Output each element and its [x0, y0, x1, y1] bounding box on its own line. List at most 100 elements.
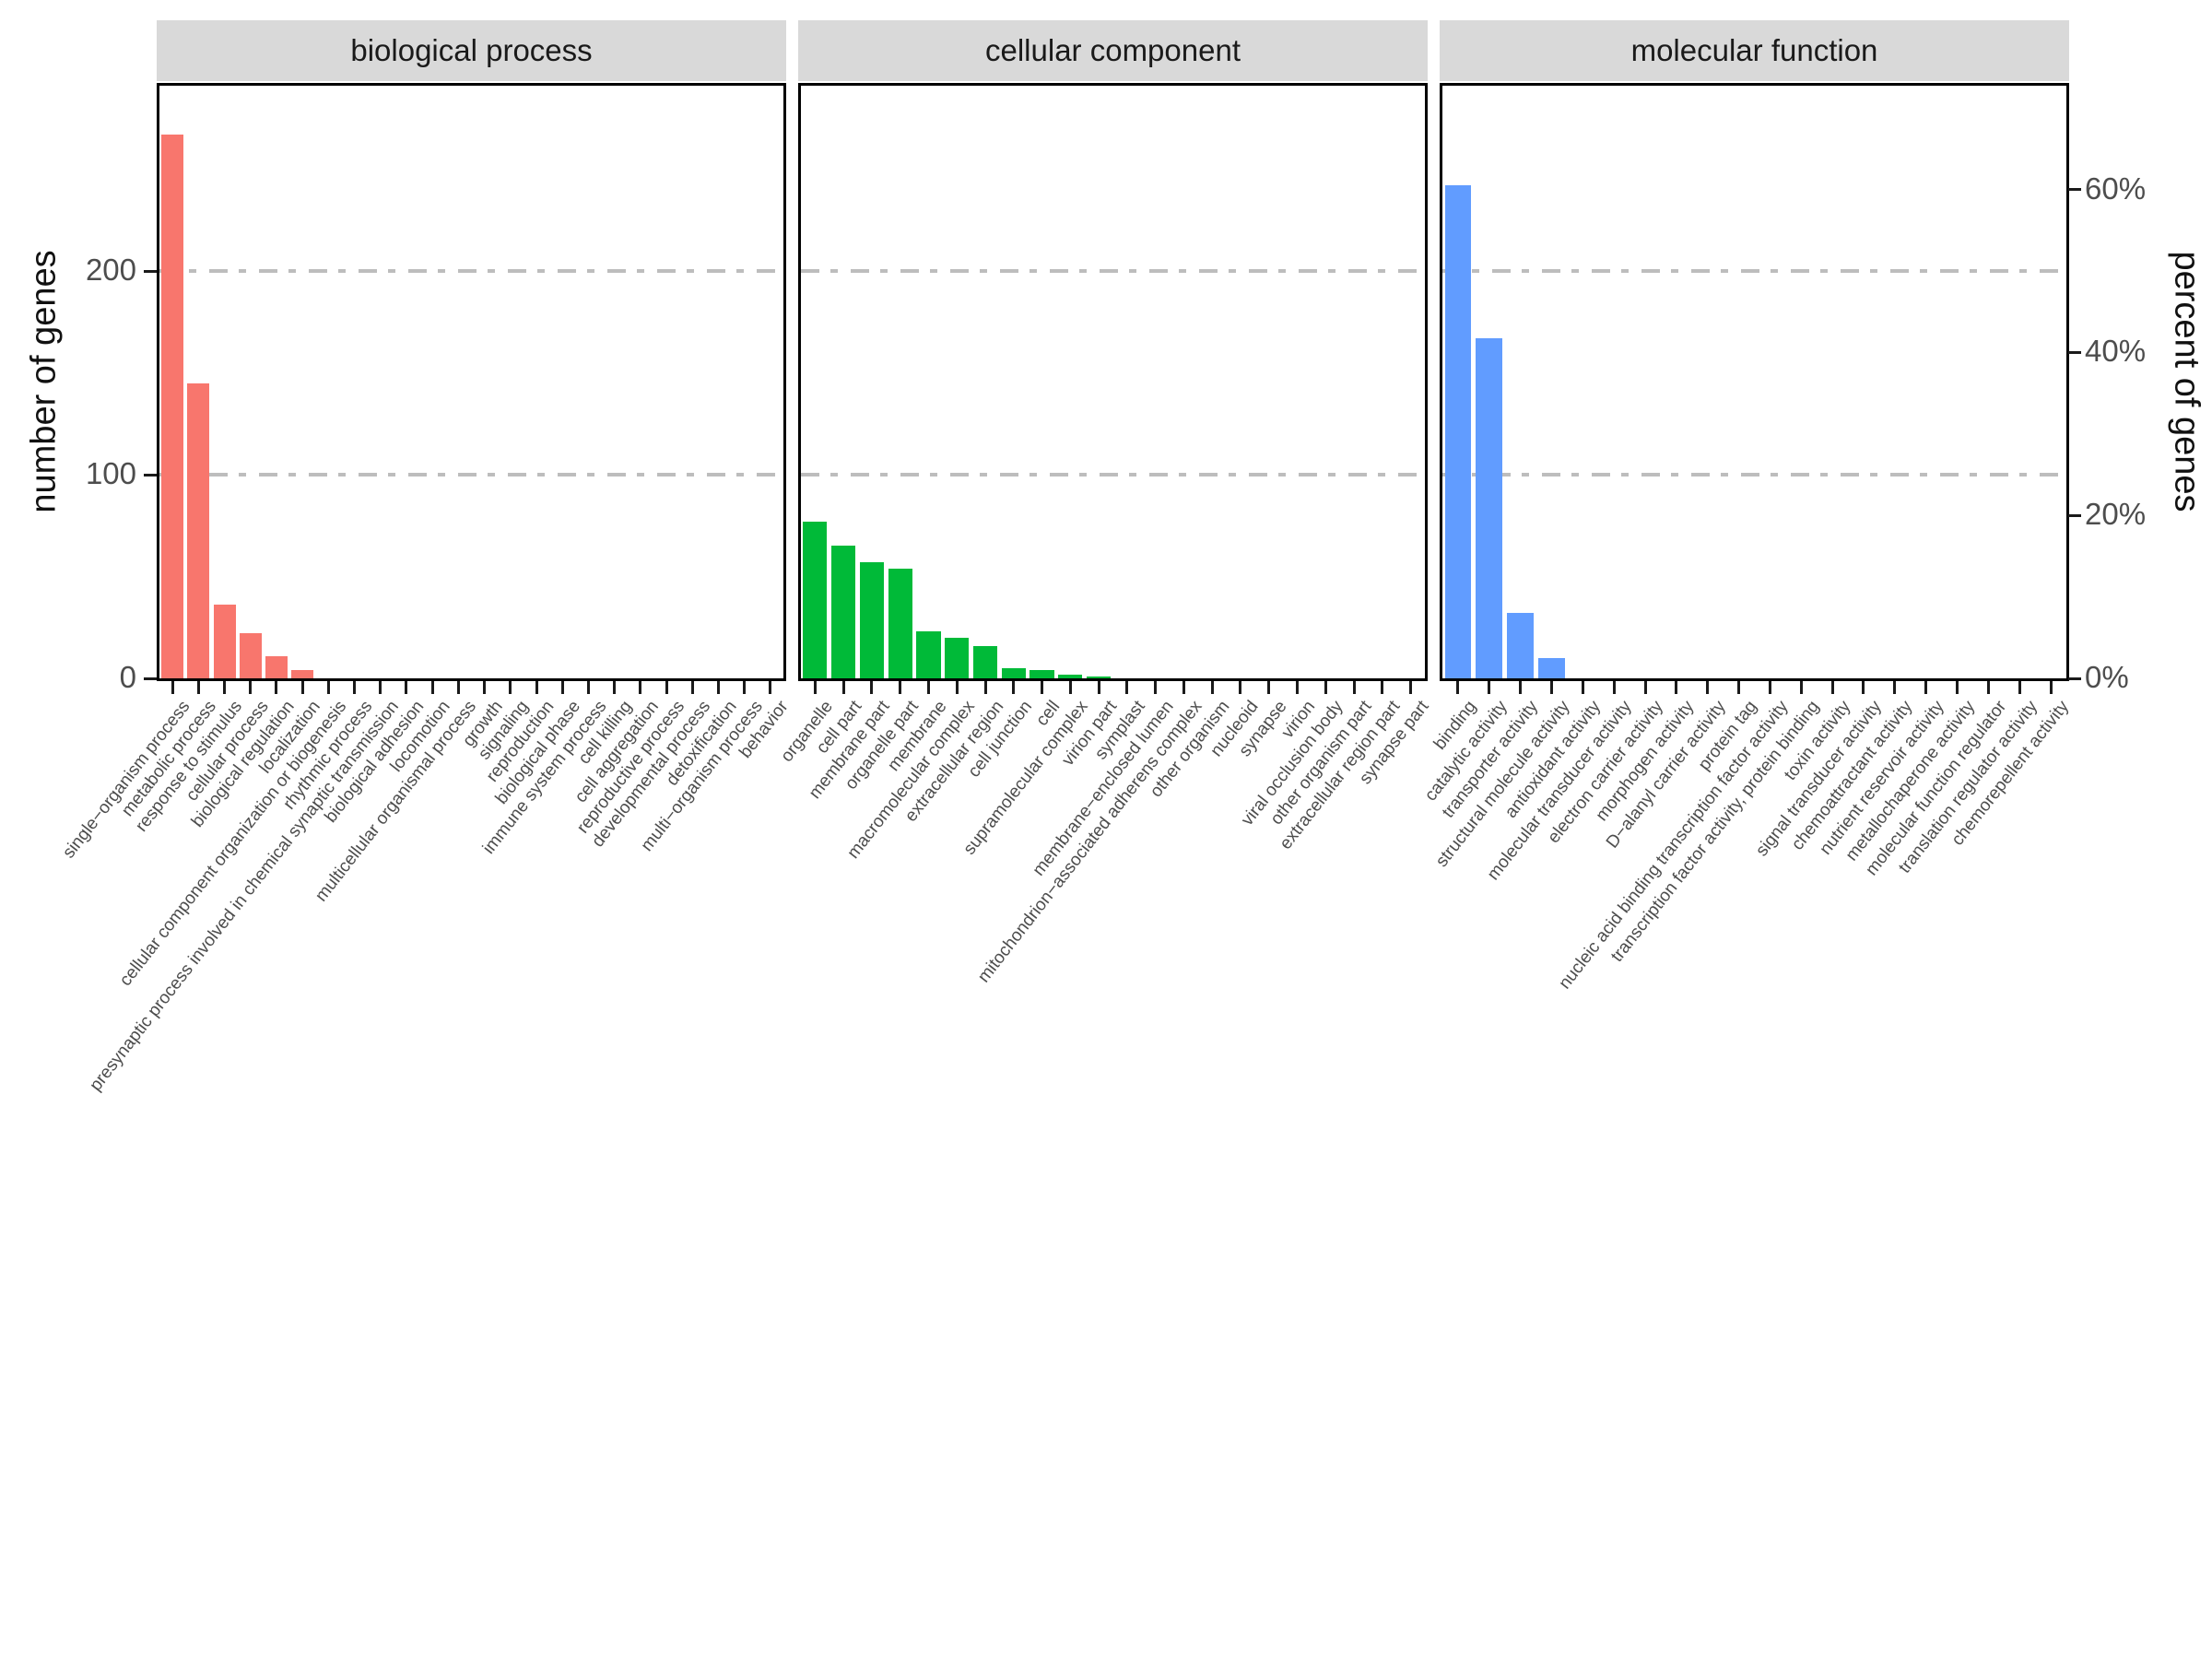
- bar: [1507, 613, 1534, 678]
- bar: [1538, 657, 1565, 678]
- x-axis-tick: [716, 681, 720, 694]
- gridline: [1442, 473, 2066, 477]
- right-axis-tick-label: 60%: [2085, 171, 2147, 206]
- x-axis-tick: [353, 681, 357, 694]
- x-axis-tick: [870, 681, 874, 694]
- x-axis-tick: [743, 681, 747, 694]
- bar: [831, 546, 856, 678]
- facet-panel-molecular-function: [1440, 83, 2069, 681]
- x-axis-tick: [1581, 681, 1584, 694]
- x-axis-tick: [899, 681, 902, 694]
- x-axis-tick: [983, 681, 987, 694]
- x-axis-tick: [1068, 681, 1072, 694]
- left-axis-tick-label: 100: [85, 456, 136, 491]
- x-axis-tick: [2049, 681, 2053, 694]
- bar: [1476, 337, 1503, 678]
- left-axis-tick: [144, 473, 157, 477]
- x-axis-tick: [1830, 681, 1834, 694]
- x-axis-tick: [690, 681, 694, 694]
- bar: [291, 670, 314, 678]
- x-axis-tick: [586, 681, 590, 694]
- right-axis-title: percent of genes: [2167, 251, 2206, 512]
- x-axis-tick: [223, 681, 227, 694]
- x-axis-tick: [1041, 681, 1044, 694]
- x-axis-tick: [1643, 681, 1647, 694]
- x-axis-tick: [1612, 681, 1616, 694]
- facet-strip-molecular-function: molecular function: [1440, 20, 2069, 81]
- bar: [1087, 676, 1112, 678]
- x-axis-tick: [769, 681, 772, 694]
- x-axis-tick: [613, 681, 617, 694]
- x-axis-tick: [1799, 681, 1803, 694]
- x-axis-tick: [456, 681, 460, 694]
- right-axis-tick: [2068, 677, 2081, 680]
- x-axis-tick: [1549, 681, 1553, 694]
- bar: [161, 134, 184, 678]
- bar: [916, 631, 941, 678]
- facet-strip-label: biological process: [350, 33, 593, 67]
- x-axis-tick: [275, 681, 278, 694]
- left-axis-tick-label: 200: [85, 253, 136, 288]
- x-axis-tick: [1324, 681, 1327, 694]
- x-axis-tick: [196, 681, 200, 694]
- bar: [1058, 674, 1083, 678]
- x-axis-tick: [1182, 681, 1185, 694]
- bar: [972, 645, 998, 678]
- x-axis-tick: [1956, 681, 1959, 694]
- x-axis-tick: [535, 681, 538, 694]
- x-axis-tick: [1862, 681, 1865, 694]
- gridline: [801, 473, 1425, 477]
- x-axis-tick: [2018, 681, 2021, 694]
- x-axis-tick: [1012, 681, 1016, 694]
- x-axis-tick: [326, 681, 330, 694]
- bar: [213, 605, 236, 678]
- facet-strip-label: cellular component: [985, 33, 1241, 67]
- right-axis-tick-label: 0%: [2085, 660, 2129, 695]
- x-axis-tick: [1352, 681, 1356, 694]
- x-axis-tick: [841, 681, 845, 694]
- facet-panel-biological-process: [157, 83, 786, 681]
- x-axis-tick: [560, 681, 564, 694]
- x-axis-tick: [1154, 681, 1158, 694]
- x-axis-tick: [300, 681, 304, 694]
- left-axis-title: number of genes: [24, 250, 64, 513]
- x-axis-tick: [483, 681, 487, 694]
- bar: [265, 655, 288, 678]
- x-axis-tick: [955, 681, 959, 694]
- right-axis-tick: [2068, 188, 2081, 192]
- x-axis-tick: [171, 681, 174, 694]
- x-axis-tick: [405, 681, 408, 694]
- x-axis-tick: [509, 681, 512, 694]
- bar: [888, 568, 912, 678]
- x-axis-tick: [926, 681, 930, 694]
- left-axis-tick: [144, 677, 157, 680]
- x-axis-tick: [1924, 681, 1928, 694]
- x-axis-tick: [1519, 681, 1523, 694]
- x-axis-tick: [1409, 681, 1413, 694]
- x-axis-tick: [1893, 681, 1897, 694]
- bar: [859, 562, 884, 678]
- x-axis-tick: [1737, 681, 1741, 694]
- bar: [1444, 185, 1472, 678]
- facet-strip-label: molecular function: [1630, 33, 1878, 67]
- gridline: [159, 269, 783, 273]
- gridline: [1442, 269, 2066, 273]
- right-axis-tick-label: 40%: [2085, 334, 2147, 369]
- x-axis-tick: [1706, 681, 1710, 694]
- gridline: [801, 269, 1425, 273]
- right-axis-tick-label: 20%: [2085, 497, 2147, 532]
- x-axis-tick: [1296, 681, 1300, 694]
- x-axis-tick: [1267, 681, 1271, 694]
- x-axis-tick: [1381, 681, 1384, 694]
- x-axis-tick: [379, 681, 382, 694]
- x-axis-tick: [1675, 681, 1678, 694]
- x-axis-tick: [1456, 681, 1460, 694]
- facet-panel-cellular-component: [798, 83, 1428, 681]
- bar: [945, 637, 970, 678]
- bar: [239, 633, 262, 678]
- bar: [803, 521, 828, 678]
- left-axis-tick: [144, 269, 157, 273]
- bar: [1001, 667, 1026, 678]
- bar: [187, 382, 210, 678]
